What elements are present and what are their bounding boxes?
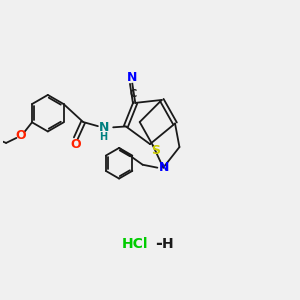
Text: C: C <box>129 89 137 99</box>
Text: N: N <box>159 161 170 174</box>
Text: S: S <box>151 144 160 157</box>
Text: H: H <box>162 237 173 251</box>
Text: N: N <box>127 71 137 84</box>
Text: HCl: HCl <box>122 237 148 251</box>
Text: N: N <box>99 122 109 134</box>
Text: O: O <box>70 138 80 151</box>
Text: O: O <box>16 129 26 142</box>
Text: H: H <box>99 132 107 142</box>
Text: -: - <box>155 235 162 253</box>
